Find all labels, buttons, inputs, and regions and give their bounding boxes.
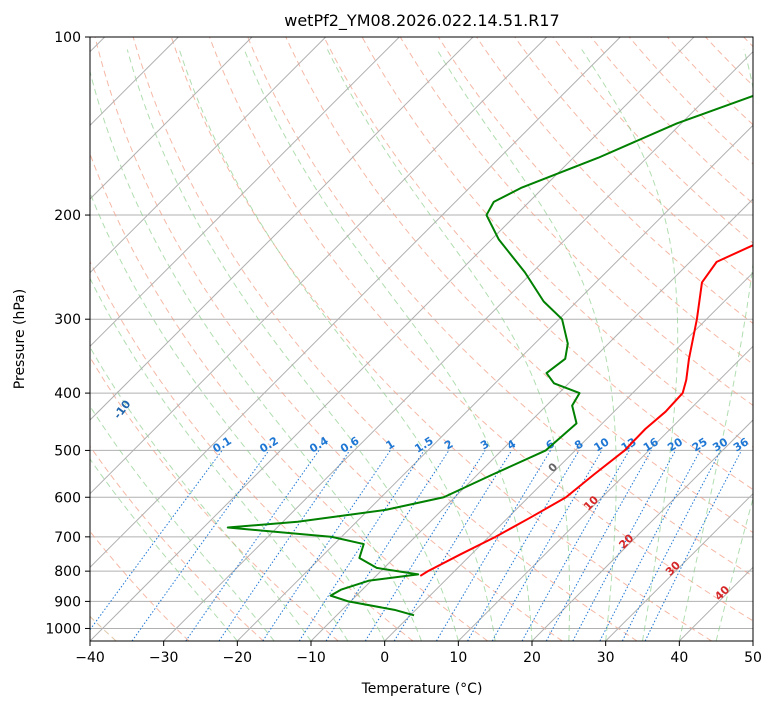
y-tick-label: 500	[54, 443, 81, 459]
y-tick-label: 900	[54, 594, 81, 610]
moist-adiabat-line	[90, 69, 422, 641]
isotherm-line--100	[90, 37, 253, 200]
isotherm-line-20	[531, 419, 753, 641]
mixing-ratio-line	[621, 450, 722, 641]
isotherm-line--80	[90, 37, 400, 348]
moist-adiabat-line	[243, 49, 533, 641]
moist-adiabat-line	[436, 49, 617, 641]
y-tick-label: 700	[54, 530, 81, 546]
isotherm-line--30	[163, 50, 753, 641]
moist-adiabat-line	[327, 49, 571, 641]
y-tick-label: 100	[54, 30, 81, 46]
temperature-profile	[419, 244, 753, 577]
moist-adiabat-line	[678, 49, 753, 641]
dry-adiabat-line	[399, 37, 753, 407]
isotherm-line--10	[310, 198, 753, 641]
x-axis-title: Temperature (°C)	[361, 681, 483, 697]
moist-adiabat-line	[90, 458, 238, 641]
mixing-ratio-line	[325, 450, 450, 641]
moist-adiabats	[90, 49, 753, 641]
isotherm-line--70	[90, 37, 474, 421]
moist-adiabat-line	[581, 49, 679, 641]
y-axis: 100 200 300 400 500 600 700 800 900 1000	[45, 30, 90, 637]
moist-adiabat-line	[90, 277, 349, 641]
x-tick-label: 20	[523, 650, 541, 666]
x-tick-label: −20	[223, 650, 253, 666]
isotherm-line--90	[90, 37, 327, 274]
isotherm-line--40	[90, 37, 695, 641]
dry-adiabat-line	[209, 37, 753, 622]
isotherm-line-10	[457, 345, 753, 641]
dry-adiabat-line	[590, 37, 753, 205]
x-tick-label: 30	[597, 650, 615, 666]
mixing-ratio-line	[298, 450, 425, 641]
y-axis-title: Pressure (hPa)	[12, 289, 28, 389]
y-tick-label: 800	[54, 564, 81, 580]
x-tick-label: 50	[744, 650, 762, 666]
x-tick-label: −30	[149, 650, 179, 666]
x-tick-label: −10	[296, 650, 326, 666]
moist-adiabat-line	[90, 405, 275, 641]
y-tick-label: 600	[54, 490, 81, 506]
dry-adiabat-line	[628, 37, 753, 165]
sounding-profiles	[226, 94, 753, 617]
dry-adiabat-line	[90, 445, 264, 641]
mixing-ratio-line	[545, 450, 652, 641]
isotherm-line-30	[605, 492, 753, 641]
dry-adiabat-line	[476, 37, 753, 325]
mixing-ratio-line	[572, 450, 676, 641]
mixing-ratio-line	[599, 450, 701, 641]
x-tick-label: 40	[670, 650, 688, 666]
isotherm-line--50	[90, 37, 621, 569]
dry-adiabat-line	[323, 37, 753, 491]
dewpoint-profile	[226, 94, 753, 617]
x-axis: −40 −30 −20 −10 0 10 20 30 40 50	[75, 641, 762, 666]
mixing-ratio-line	[393, 450, 513, 641]
mixing-ratio-line	[90, 450, 223, 631]
x-tick-label: 10	[449, 650, 467, 666]
mixing-ratio-line	[131, 450, 270, 641]
dry-adiabat-line	[90, 260, 414, 641]
mixing-ratio-line	[364, 450, 486, 641]
dry-adiabat-line	[94, 37, 563, 641]
y-tick-label: 400	[54, 386, 81, 402]
y-tick-label: 1000	[45, 621, 81, 637]
isotherm-line--20	[236, 124, 753, 641]
dry-adiabat-line	[247, 37, 753, 577]
mixing-ratio-line	[185, 450, 320, 641]
y-tick-label: 300	[54, 312, 81, 328]
isotherm-line-0	[384, 271, 753, 641]
dry-adiabats	[90, 37, 753, 641]
x-tick-label: 0	[380, 650, 389, 666]
isotherm-line--60	[90, 37, 548, 495]
moist-adiabat-line	[126, 49, 459, 641]
dry-adiabat-line	[170, 37, 712, 641]
dry-adiabat-line	[132, 37, 638, 641]
mixing-ratio-line	[521, 450, 630, 641]
moist-adiabat-line	[715, 496, 753, 641]
mixing-ratio-line	[644, 450, 742, 641]
dry-adiabat-line	[514, 37, 753, 284]
y-tick-label: 200	[54, 208, 81, 224]
plot-frame	[89, 36, 754, 642]
chart-title: wetPf2_YM08.2026.022.14.51.R17	[284, 11, 559, 31]
x-tick-label: −40	[75, 650, 105, 666]
skewed-isotherms	[90, 37, 753, 641]
moist-adiabat-line	[178, 49, 496, 641]
